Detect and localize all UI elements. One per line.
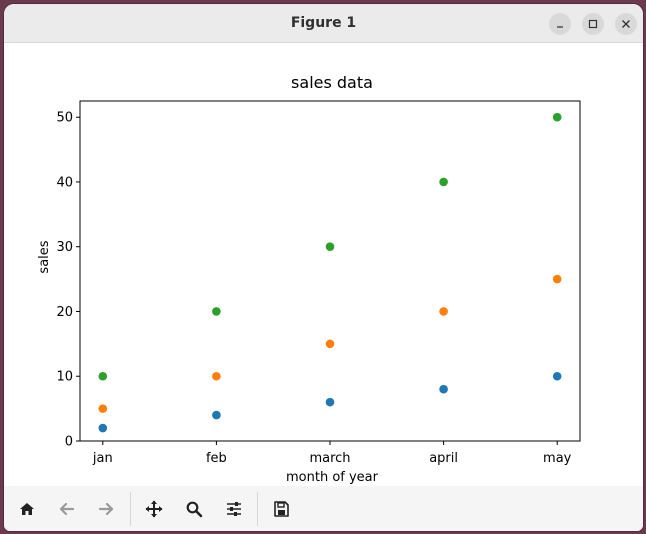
data-point [325, 242, 335, 252]
chart-title: sales data [291, 73, 373, 92]
toolbar-separator [130, 492, 131, 526]
figure-window: Figure 1 sales data month of year sales … [4, 4, 643, 531]
close-icon [622, 20, 630, 28]
y-tick-label: 20 [56, 305, 73, 320]
x-tick-label: march [309, 451, 350, 466]
forward-arrow-icon [98, 502, 114, 516]
y-tick-label: 50 [56, 111, 73, 126]
data-point [98, 404, 108, 413]
y-tick-label: 40 [56, 175, 73, 190]
y-tick-label: 0 [65, 435, 73, 450]
minimize-icon [557, 26, 563, 28]
save-icon [274, 501, 289, 517]
data-point [439, 307, 448, 316]
data-point [325, 339, 335, 349]
plot-frame [79, 100, 581, 442]
close-button[interactable] [615, 13, 637, 35]
zoom-button[interactable] [179, 494, 209, 524]
toolbar-separator [257, 492, 258, 526]
x-axis-label: month of year [286, 470, 379, 485]
save-button[interactable] [266, 494, 296, 524]
data-point [98, 423, 108, 433]
pan-icon [145, 500, 163, 518]
title-bar: Figure 1 [4, 4, 643, 43]
figure-canvas[interactable]: sales data month of year sales jan feb mar… [4, 43, 643, 485]
configure-subplots-icon [227, 502, 241, 516]
navigation-toolbar [4, 486, 643, 531]
window-title: Figure 1 [290, 15, 357, 31]
scatter-chart: sales data month of year sales jan feb mar… [37, 73, 581, 485]
data-point [212, 307, 221, 316]
forward-button[interactable] [91, 494, 121, 524]
back-button[interactable] [52, 494, 82, 524]
zoom-icon [186, 501, 203, 518]
data-point [552, 371, 562, 381]
data-point [552, 112, 562, 122]
back-arrow-icon [59, 502, 75, 516]
y-tick-label: 30 [56, 240, 73, 255]
x-tick-label: jan [92, 451, 113, 466]
x-tick-label: feb [206, 451, 227, 466]
maximize-icon [588, 19, 598, 29]
data-point [439, 384, 448, 394]
data-point [552, 274, 562, 284]
data-point [325, 397, 335, 407]
data-point [98, 371, 108, 381]
pan-button[interactable] [139, 494, 169, 524]
data-point [439, 177, 448, 187]
x-tick-label: april [429, 451, 458, 466]
x-tick-label: may [543, 451, 572, 466]
data-point [212, 410, 221, 420]
home-icon [20, 503, 34, 515]
y-axis-label: sales [37, 240, 52, 273]
configure-subplots-button[interactable] [219, 494, 249, 524]
minimize-button[interactable] [549, 13, 571, 35]
home-button[interactable] [12, 494, 42, 524]
data-point [212, 371, 221, 381]
y-tick-label: 10 [56, 370, 73, 385]
maximize-button[interactable] [582, 13, 604, 35]
